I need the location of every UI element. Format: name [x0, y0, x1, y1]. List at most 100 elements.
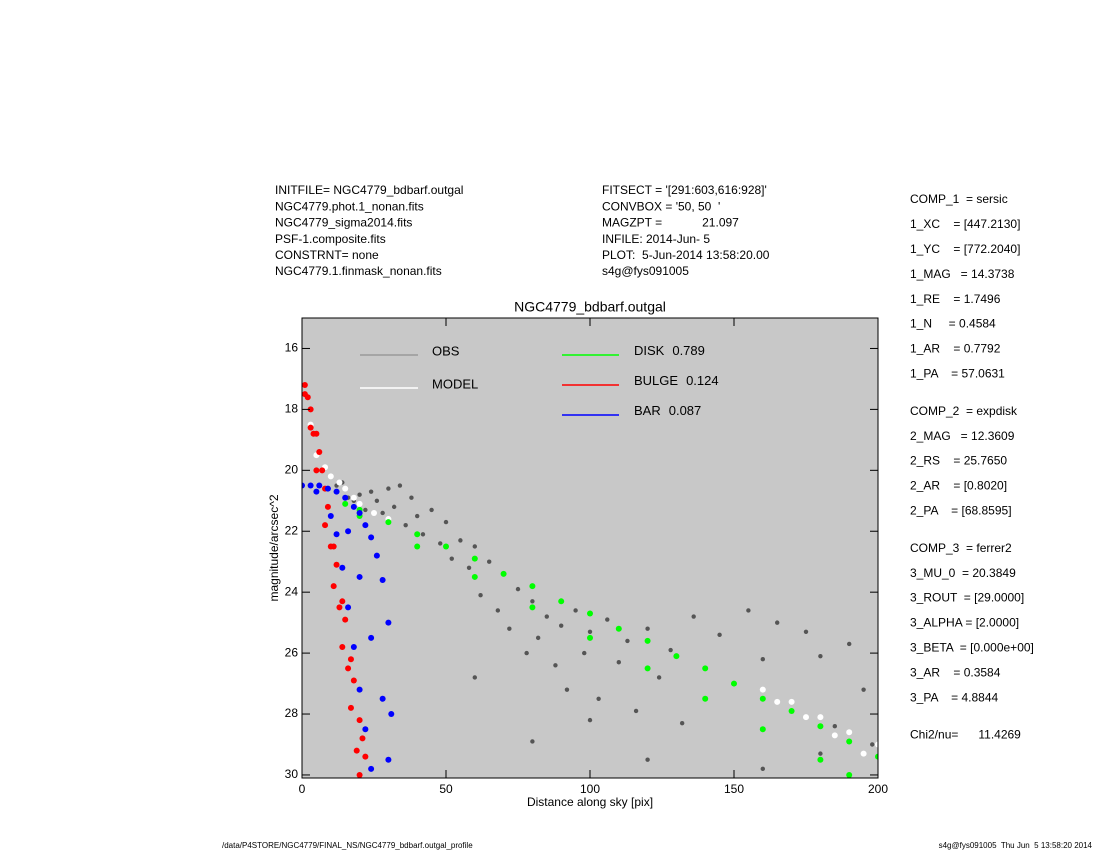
data-point: [374, 498, 380, 503]
data-point: [515, 586, 521, 592]
data-point: [302, 482, 305, 489]
header-line: NGC4779.1.finmask_nonan.fits: [275, 264, 442, 278]
data-point: [582, 650, 587, 656]
data-point: [817, 723, 824, 730]
data-point: [702, 665, 709, 672]
data-point: [307, 424, 314, 431]
data-point: [307, 406, 314, 413]
data-point: [304, 394, 311, 401]
header-line: s4g@fys091005: [602, 264, 689, 278]
data-point: [339, 644, 346, 651]
data-point: [788, 698, 795, 705]
y-tick-label: 18: [285, 402, 299, 416]
legend-label: OBS: [432, 343, 460, 358]
data-point: [759, 686, 766, 693]
data-point: [530, 739, 535, 744]
parameter-line: COMP_1 = sersic: [910, 192, 1008, 206]
header-line: INITFILE= NGC4779_bdbarf.outgal: [275, 183, 463, 197]
header-line: NGC4779.phot.1_nonan.fits: [275, 199, 424, 213]
data-point: [333, 531, 340, 538]
data-point: [760, 766, 765, 772]
data-point: [564, 687, 570, 692]
data-point: [388, 711, 395, 718]
legend-label: MODEL: [432, 376, 478, 391]
data-point: [861, 687, 866, 692]
header-line: CONSTRNT= none: [275, 248, 379, 262]
data-point: [691, 614, 696, 619]
data-point: [535, 635, 541, 641]
data-point: [645, 626, 650, 631]
data-point: [860, 750, 867, 757]
data-point: [429, 507, 434, 513]
data-point: [656, 675, 662, 680]
data-point: [831, 732, 838, 739]
data-point: [679, 720, 685, 726]
data-point: [759, 726, 766, 733]
data-point: [322, 522, 329, 529]
data-point: [368, 489, 374, 494]
data-point: [746, 608, 751, 613]
data-point: [443, 519, 449, 525]
x-tick-label: 200: [868, 782, 888, 796]
data-point: [870, 742, 875, 747]
data-point: [319, 467, 326, 474]
data-point: [573, 608, 578, 613]
data-point: [347, 656, 354, 663]
data-point: [478, 593, 483, 598]
data-point: [487, 559, 492, 564]
data-point: [379, 576, 386, 583]
data-point: [385, 619, 392, 626]
y-tick-label: 28: [285, 706, 299, 720]
points: [302, 382, 878, 778]
data-point: [373, 552, 380, 559]
parameter-line: 2_RS = 25.7650: [910, 454, 1007, 468]
data-point: [605, 617, 610, 622]
parameter-line: 3_ROUT = [29.0000]: [910, 591, 1024, 605]
data-point: [529, 583, 536, 590]
parameter-line: 1_XC = [447.2130]: [910, 217, 1020, 231]
data-point: [788, 707, 795, 714]
data-point: [846, 729, 853, 736]
data-point: [587, 610, 593, 617]
header-line: MAGZPT = 21.097: [602, 216, 739, 230]
data-point: [817, 714, 824, 721]
plot-area: [302, 318, 878, 778]
data-point: [553, 663, 558, 668]
footer-path: /data/P4STORE/NGC4779/FINAL_NS/NGC4779_b…: [222, 841, 473, 850]
data-point: [380, 510, 385, 516]
data-point: [472, 675, 477, 680]
data-point: [316, 449, 323, 456]
data-point: [356, 509, 363, 516]
data-point: [558, 598, 565, 605]
data-point: [324, 503, 331, 510]
data-point: [357, 492, 362, 497]
data-point: [633, 708, 639, 714]
parameter-line: 3_BETA = [0.000e+00]: [910, 640, 1034, 654]
data-point: [472, 544, 477, 549]
parameter-line: 1_RE = 1.7496: [910, 292, 1001, 306]
data-point: [507, 626, 512, 631]
data-point: [414, 543, 421, 550]
data-point: [817, 756, 824, 763]
data-point: [356, 500, 363, 507]
y-tick-label: 24: [285, 584, 299, 598]
data-point: [449, 556, 454, 561]
data-point: [875, 753, 878, 760]
y-tick-label: 20: [285, 462, 299, 476]
data-point: [371, 509, 377, 516]
legend-label: BULGE 0.124: [634, 373, 719, 388]
header-line: PSF-1.composite.fits: [275, 232, 386, 246]
legend-label: BAR 0.087: [634, 403, 701, 418]
header-line: NGC4779_sigma2014.fits: [275, 216, 412, 230]
y-axis-label: magnitude/arcsec^2: [267, 494, 281, 601]
legend-fraction: 0.789: [672, 343, 705, 358]
data-point: [500, 570, 507, 577]
data-point: [803, 714, 809, 721]
data-point: [350, 494, 357, 501]
data-point: [530, 599, 535, 604]
parameter-line: 1_N = 0.4584: [910, 317, 996, 331]
data-point: [645, 757, 650, 762]
data-point: [529, 604, 536, 611]
data-point: [403, 522, 408, 528]
parameter-line: 1_AR = 0.7792: [910, 342, 1001, 356]
